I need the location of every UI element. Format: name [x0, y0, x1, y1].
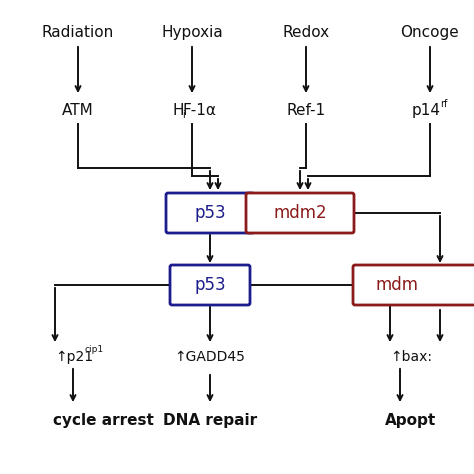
Text: Hypoxia: Hypoxia	[161, 25, 223, 39]
Text: Ref-1: Ref-1	[286, 102, 326, 118]
Text: DNA repair: DNA repair	[163, 412, 257, 428]
Text: Oncoge: Oncoge	[401, 25, 459, 39]
Text: Apopt: Apopt	[385, 412, 436, 428]
Text: F-1α: F-1α	[183, 102, 217, 118]
Text: mdm: mdm	[375, 276, 419, 294]
Text: cycle arrest: cycle arrest	[53, 412, 154, 428]
Text: mdm2: mdm2	[273, 204, 327, 222]
Text: Radiation: Radiation	[42, 25, 114, 39]
FancyBboxPatch shape	[166, 193, 254, 233]
Text: H: H	[172, 102, 184, 118]
Text: i: i	[182, 110, 185, 120]
Text: p53: p53	[194, 276, 226, 294]
FancyBboxPatch shape	[353, 265, 474, 305]
FancyBboxPatch shape	[246, 193, 354, 233]
Text: ↑p21: ↑p21	[55, 350, 93, 364]
Text: p53: p53	[194, 204, 226, 222]
Text: rf: rf	[440, 99, 447, 109]
Text: ATM: ATM	[62, 102, 94, 118]
Text: Redox: Redox	[283, 25, 329, 39]
Text: p14: p14	[411, 102, 440, 118]
FancyBboxPatch shape	[170, 265, 250, 305]
Text: cip1: cip1	[85, 345, 104, 354]
Text: ↑bax:: ↑bax:	[390, 350, 432, 364]
Text: ↑GADD45: ↑GADD45	[174, 350, 246, 364]
